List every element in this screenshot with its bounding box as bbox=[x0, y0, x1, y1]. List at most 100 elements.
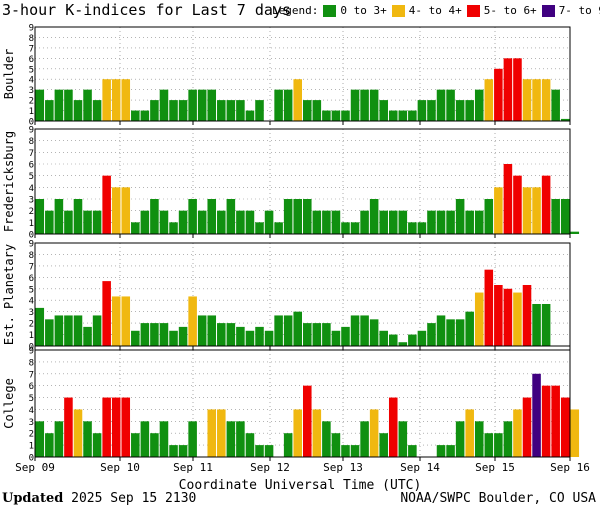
k-bar bbox=[541, 303, 551, 346]
k-bar bbox=[312, 100, 322, 121]
k-bar bbox=[303, 199, 312, 234]
k-bar bbox=[322, 110, 331, 121]
updated-value: 2025 Sep 15 2130 bbox=[63, 491, 197, 506]
k-bar bbox=[35, 199, 45, 234]
k-bar bbox=[150, 433, 159, 457]
k-bar bbox=[169, 222, 178, 234]
k-bar bbox=[150, 323, 159, 346]
k-bar bbox=[322, 210, 331, 234]
y-tick-label: 7 bbox=[29, 44, 34, 54]
x-tick-label: Sep 16 bbox=[550, 461, 590, 474]
k-bar bbox=[379, 100, 388, 121]
updated-label: Updated bbox=[2, 491, 64, 506]
k-bar bbox=[226, 100, 236, 121]
y-tick-label: 8 bbox=[29, 358, 34, 368]
k-bar bbox=[379, 210, 388, 234]
k-bar bbox=[274, 89, 283, 121]
y-tick-label: 6 bbox=[29, 274, 34, 284]
k-bar bbox=[226, 323, 236, 346]
k-bar bbox=[54, 89, 64, 121]
k-bar bbox=[436, 445, 446, 457]
k-bar bbox=[455, 319, 465, 346]
y-tick-label: 3 bbox=[29, 196, 34, 206]
panel-border bbox=[34, 26, 571, 122]
k-bar bbox=[379, 433, 388, 457]
k-bar bbox=[102, 281, 111, 346]
k-bar bbox=[532, 373, 541, 457]
x-tick-label: Sep 10 bbox=[100, 461, 140, 474]
k-bar bbox=[64, 397, 73, 457]
k-bar bbox=[369, 199, 379, 234]
k-bar bbox=[541, 175, 551, 234]
k-bar bbox=[494, 433, 503, 457]
k-bar bbox=[102, 175, 111, 234]
k-bar bbox=[570, 409, 580, 457]
k-bar bbox=[92, 210, 102, 234]
k-bar bbox=[226, 199, 236, 234]
k-bar bbox=[178, 326, 188, 346]
k-bar bbox=[446, 89, 455, 121]
k-bar bbox=[388, 110, 398, 121]
k-bar bbox=[455, 421, 465, 457]
k-bar bbox=[111, 397, 121, 457]
k-bar bbox=[560, 199, 570, 234]
k-bar bbox=[484, 433, 494, 457]
k-bar bbox=[131, 330, 140, 346]
k-bar bbox=[131, 433, 140, 457]
k-bar bbox=[360, 210, 369, 234]
k-bar bbox=[436, 210, 446, 234]
k-bar bbox=[417, 100, 427, 121]
k-bar bbox=[331, 433, 341, 457]
k-bar bbox=[140, 110, 150, 121]
k-bar bbox=[64, 89, 73, 121]
k-bar bbox=[169, 100, 178, 121]
k-bar bbox=[503, 288, 513, 346]
k-bar bbox=[169, 445, 178, 457]
y-tick-label: 7 bbox=[29, 149, 34, 159]
k-bar bbox=[197, 210, 207, 234]
k-bar bbox=[264, 445, 274, 457]
k-bar bbox=[131, 222, 140, 234]
k-bar bbox=[207, 199, 217, 234]
k-bar bbox=[532, 79, 541, 121]
y-tick-label: 0 bbox=[29, 454, 34, 464]
k-bar bbox=[64, 315, 73, 346]
y-tick-label: 8 bbox=[29, 137, 34, 147]
k-bar bbox=[45, 319, 54, 346]
k-bar bbox=[92, 433, 102, 457]
y-tick-label: 3 bbox=[29, 418, 34, 428]
x-tick-label: Sep 09 bbox=[15, 461, 55, 474]
k-bar bbox=[159, 89, 169, 121]
y-tick-label: 7 bbox=[29, 370, 34, 380]
panel-border bbox=[34, 242, 571, 347]
k-bar bbox=[360, 421, 369, 457]
k-bar bbox=[111, 187, 121, 234]
k-bar bbox=[484, 269, 494, 346]
k-bar bbox=[217, 323, 226, 346]
panel-label: College bbox=[2, 378, 16, 429]
k-bar bbox=[102, 79, 111, 121]
k-bar bbox=[417, 330, 427, 346]
k-index-chart: 0123456789Boulder0123456789Fredericksbur… bbox=[2, 24, 590, 475]
k-bar bbox=[350, 445, 360, 457]
y-tick-label: 1 bbox=[29, 442, 34, 452]
k-bar bbox=[293, 409, 302, 457]
k-bar bbox=[455, 199, 465, 234]
legend-swatch-purple bbox=[541, 4, 555, 17]
updated-timestamp: Updated 2025 Sep 15 2130 bbox=[2, 491, 196, 506]
k-bar bbox=[217, 100, 226, 121]
y-tick-label: 0 bbox=[29, 343, 34, 353]
k-bar bbox=[341, 445, 350, 457]
k-bar bbox=[73, 409, 83, 457]
k-bar bbox=[188, 199, 197, 234]
k-bar bbox=[408, 334, 417, 346]
k-bar bbox=[408, 110, 417, 121]
y-tick-label: 4 bbox=[29, 76, 34, 86]
k-bar bbox=[226, 421, 236, 457]
k-bar bbox=[188, 296, 197, 346]
panel-border bbox=[34, 349, 571, 458]
k-bar bbox=[35, 421, 45, 457]
k-bar bbox=[255, 100, 264, 121]
k-bar bbox=[236, 210, 245, 234]
y-tick-label: 7 bbox=[29, 262, 34, 272]
